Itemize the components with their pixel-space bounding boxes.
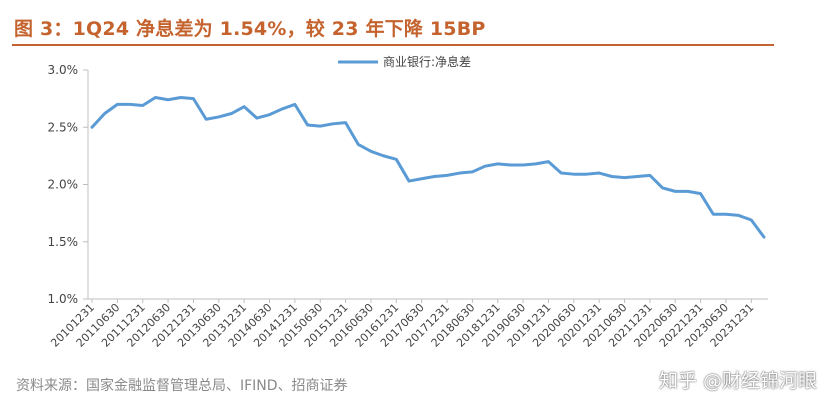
y-tick-label: 2.5%: [48, 120, 79, 134]
series: [90, 95, 766, 239]
watermark: 知乎 @财经锦河眼: [658, 370, 817, 392]
axes: [87, 70, 768, 300]
y-tick-label: 3.0%: [48, 63, 79, 77]
legend: 商业银行:净息差: [338, 54, 471, 69]
y-tick-label: 1.5%: [48, 235, 79, 249]
y-axis: 3.0% 2.5% 2.0% 1.5% 1.0%: [48, 63, 88, 306]
figure-title: 图 3：1Q24 净息差为 1.54%，较 23 年下降 15BP: [14, 18, 486, 40]
title-divider: [12, 44, 774, 46]
source-note: 资料来源：国家金融监督管理总局、IFIND、招商证券: [16, 378, 348, 394]
y-tick-label: 2.0%: [48, 178, 79, 192]
legend-label: 商业银行:净息差: [383, 54, 471, 69]
x-axis: 2010123120110630201112312012063020121231…: [48, 299, 756, 350]
series-line-net-interest-margin: [90, 95, 766, 239]
y-tick-label: 1.0%: [48, 292, 79, 306]
